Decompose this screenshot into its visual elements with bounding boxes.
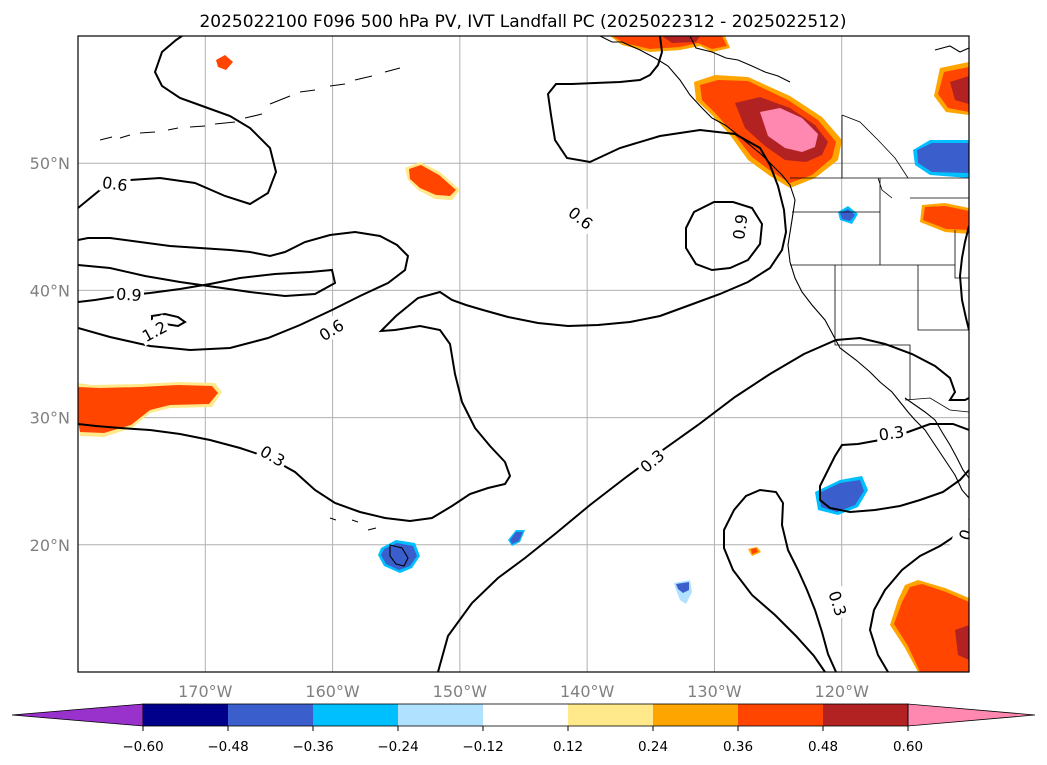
contour-labels: 0.60.91.2 0.60.6 0.90.3 0.30.30.30	[98, 170, 969, 621]
colorbar: −0.60 −0.48 −0.36 −0.24 −0.12 0.12 0.24 0.36 0.4…	[11, 703, 1036, 755]
contour-0p3-south	[437, 336, 969, 672]
contour-label-text: 0.6	[101, 173, 129, 195]
lat-tick-label: 20°N	[30, 536, 70, 555]
contour-0p6-pacific	[78, 36, 788, 523]
contour-label-bg	[135, 314, 172, 347]
longitude-tick-labels: 170°W 160°W 150°W 140°W 130°W 120°W	[178, 682, 869, 701]
colorbar-tick-label: −0.12	[462, 739, 503, 755]
contour-label: 0.9	[113, 282, 145, 305]
ivt-negative-region-17n	[674, 580, 692, 604]
ivt-region-east-46n	[920, 203, 969, 234]
lon-tick-label: 140°W	[560, 682, 615, 701]
contour-0p9-west	[78, 264, 337, 303]
ivt-negative-region-24n	[815, 476, 868, 515]
map-content: 0.60.91.2 0.60.6 0.90.3 0.30.30.30	[78, 36, 969, 672]
colorbar-segment	[398, 704, 483, 726]
hawaii-islands	[329, 517, 409, 567]
colorbar-tick-label: 0.36	[723, 739, 753, 755]
ivt-region-west-30n	[78, 382, 222, 437]
lon-tick-label: 120°W	[815, 682, 870, 701]
contour-label-bg	[949, 516, 969, 552]
lon-tick-label: 150°W	[433, 682, 488, 701]
contour-label: 0.6	[98, 170, 132, 195]
colorbar-tick-label: 0.48	[808, 739, 838, 755]
contour-0p3-southeast	[819, 423, 969, 514]
contour-label-bg	[824, 585, 853, 621]
contour-label: 0	[949, 516, 969, 552]
contour-0p3-lower	[723, 488, 837, 672]
colorbar-tick-label: 0.60	[893, 739, 923, 755]
colorbar-segment	[823, 704, 908, 726]
map-frame	[77, 35, 970, 673]
contour-label-text: 0.3	[878, 422, 906, 444]
colorbar-segment	[228, 704, 313, 726]
colorbar-segment	[483, 704, 568, 726]
latitude-tick-labels: 20°N 30°N 40°N 50°N	[30, 154, 70, 555]
colorbar-tick-label: −0.36	[292, 739, 333, 755]
north-america-coast	[621, 41, 969, 499]
pv-contours	[78, 36, 969, 672]
negative-ivt-regions	[378, 140, 969, 604]
contour-0p6-northwest	[78, 36, 278, 209]
colorbar-tick-label: −0.24	[377, 739, 418, 755]
colorbar-segment	[568, 704, 653, 726]
contour-label-bg	[563, 199, 600, 235]
contour-0p6-central	[78, 230, 410, 352]
lat-tick-label: 40°N	[30, 281, 70, 300]
lon-tick-label: 160°W	[305, 682, 360, 701]
lat-tick-label: 30°N	[30, 409, 70, 428]
positive-ivt-regions	[78, 36, 969, 672]
us-state-borders	[790, 177, 969, 400]
colorbar-segment	[143, 704, 228, 726]
aleutian-islands	[99, 67, 401, 141]
contour-label-bg	[255, 438, 292, 472]
colorbar-tick-label: 0.24	[638, 739, 668, 755]
ivt-region-pacific-northwest	[610, 36, 842, 188]
contour-label-bg	[726, 210, 751, 243]
contour-0p6-right	[958, 225, 969, 331]
colorbar-segment	[653, 704, 738, 726]
map-background	[78, 36, 969, 672]
hudson-coast	[934, 45, 969, 53]
colorbar-extend-high	[907, 703, 1036, 727]
contour-label: 0.9	[726, 210, 752, 243]
colorbar-tick-label: 0.12	[553, 739, 583, 755]
ivt-region-small-19n	[748, 547, 761, 556]
ivt-region-east-56n	[934, 62, 969, 115]
canada-province-borders	[841, 114, 909, 179]
ivt-negative-region-51n	[913, 140, 969, 178]
us-mexico-border	[904, 397, 969, 413]
alaska-coast	[599, 36, 791, 83]
colorbar-extend-low	[11, 703, 144, 727]
lon-tick-label: 130°W	[687, 682, 742, 701]
lat-tick-label: 50°N	[30, 154, 70, 173]
colorbar-tick-label: −0.48	[207, 739, 248, 755]
contour-label-bg	[874, 419, 908, 444]
colorbar-segment	[738, 704, 823, 726]
contour-label-text: 0.9	[116, 284, 143, 305]
contour-label-bg	[98, 170, 132, 195]
contour-label-bg	[113, 282, 145, 305]
contour-label-text: 0.9	[729, 213, 751, 241]
colorbar-frame	[142, 703, 909, 727]
coastlines	[99, 36, 969, 567]
ivt-region-southeast	[890, 580, 969, 672]
contour-label: 0.3	[824, 585, 853, 621]
ivt-region-small-58n	[216, 55, 233, 70]
contour-label: 0.3	[874, 419, 908, 445]
plot-title: 2025022100 F096 500 hPa PV, IVT Landfall…	[199, 12, 846, 32]
colorbar-tick-label: −0.60	[122, 739, 163, 755]
contour-0-southeast	[868, 519, 969, 672]
ivt-negative-region-21n	[508, 530, 525, 546]
contour-label-bg	[312, 312, 349, 346]
contour-label-bg	[633, 442, 670, 478]
lon-tick-label: 170°W	[178, 682, 233, 701]
ivt-region-central-48n	[405, 162, 460, 200]
colorbar-segment	[313, 704, 398, 726]
baja-california-coast	[904, 397, 969, 479]
contour-0p9-east	[685, 201, 764, 272]
